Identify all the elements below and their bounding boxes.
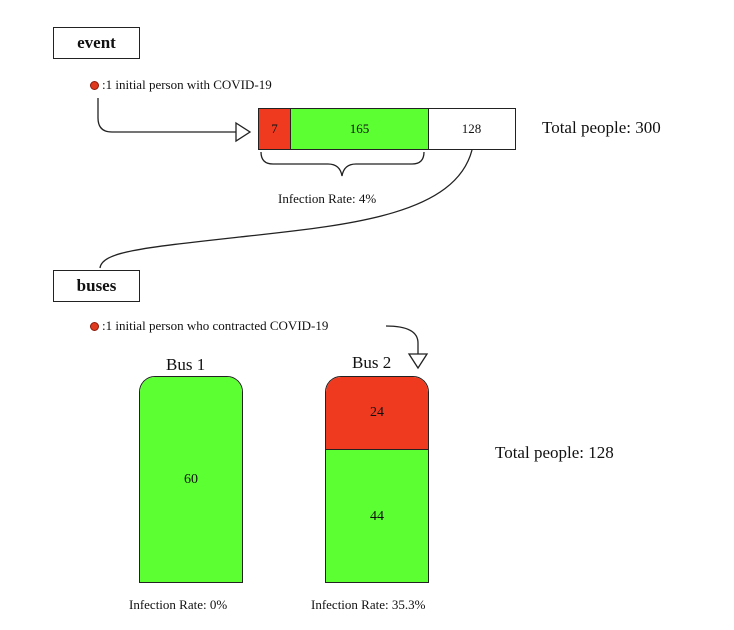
event-infected-value: 7 xyxy=(271,121,278,136)
event-segment-infected: 7 xyxy=(259,109,291,149)
bus1-exposed: 60 xyxy=(140,377,242,582)
infected-dot-icon xyxy=(90,80,99,90)
event-arrowhead xyxy=(235,121,252,143)
bus2: 24 44 xyxy=(325,376,429,583)
bus2-exposed-value: 44 xyxy=(370,509,384,524)
event-segment-exposed: 165 xyxy=(291,109,429,149)
bus2-infected-value: 24 xyxy=(370,405,384,420)
event-exposed-value: 165 xyxy=(349,121,370,136)
event-segment-uninfected: 128 xyxy=(429,109,514,149)
buses-label: buses xyxy=(53,270,140,302)
bus1: 60 xyxy=(139,376,243,583)
event-total: Total people: 300 xyxy=(542,118,661,137)
event-label: event xyxy=(53,27,140,59)
bus2-arrowhead xyxy=(407,353,429,370)
buses-legend: :1 initial person who contracted COVID-1… xyxy=(90,318,328,334)
event-infection-rate: Infection Rate: 4% xyxy=(278,191,377,206)
bus2-infection-rate: Infection Rate: 35.3% xyxy=(311,597,426,612)
bus2-title: Bus 2 xyxy=(352,353,392,372)
bus2-arrow xyxy=(385,325,419,354)
event-arrow xyxy=(97,98,236,133)
event-bar: 7 165 128 xyxy=(258,108,516,150)
bus1-infection-rate: Infection Rate: 0% xyxy=(129,597,228,612)
event-legend: :1 initial person with COVID-19 xyxy=(90,77,272,93)
infected-dot-icon xyxy=(90,321,99,331)
event-legend-text: :1 initial person with COVID-19 xyxy=(102,77,272,92)
buses-legend-text: :1 initial person who contracted COVID-1… xyxy=(102,318,329,333)
event-uninfected-value: 128 xyxy=(461,121,482,136)
bus2-infected: 24 xyxy=(326,377,428,450)
buses-total: Total people: 128 xyxy=(495,443,614,462)
bus2-exposed: 44 xyxy=(326,450,428,582)
event-to-buses-curve xyxy=(99,149,473,269)
bus1-exposed-value: 60 xyxy=(184,471,198,487)
bus1-title: Bus 1 xyxy=(166,355,206,374)
infection-brace xyxy=(260,151,425,177)
